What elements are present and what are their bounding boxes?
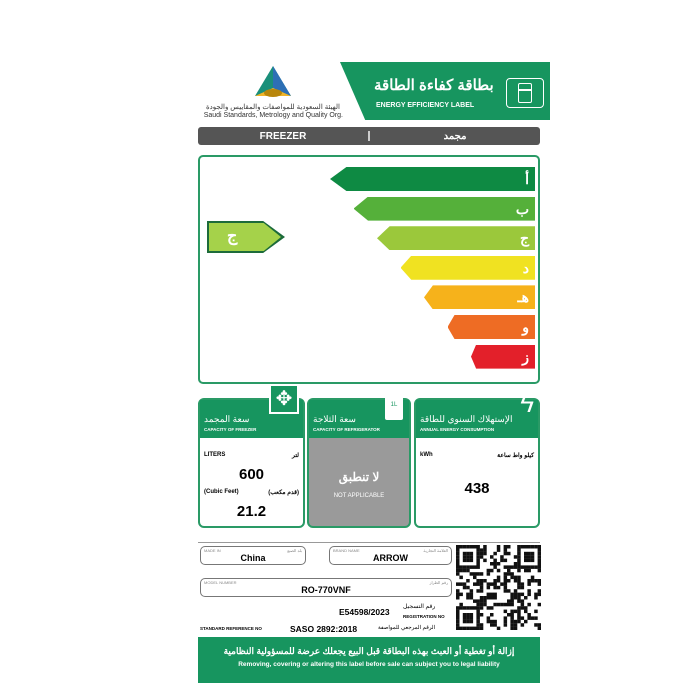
model-value: RO-770VNF [301,585,351,595]
expand-arrows-icon: ✥ [269,384,299,414]
warning-en: Removing, covering or altering this labe… [238,661,500,668]
milk-carton-icon: 1L [385,388,403,420]
freezer-liters: 600 [238,466,265,483]
liters-unit-ar: لتر [292,453,299,459]
rating-class-1: أ [330,167,535,191]
kwh-unit-en: kWh [420,452,433,458]
org-name-ar: الهيئة السعودية للمواصفات والمقاييس والج… [205,104,340,111]
made-in-field: MADE IN بلد الصنع China [200,546,306,565]
rating-class-4: د [400,255,535,280]
freezer-title-en: CAPACITY OF FREEZER [204,427,257,432]
refrigerator-title-ar: سعة الثلاجة [313,414,356,424]
kwh-unit-ar: كيلو واط ساعة [497,453,534,459]
refrigerator-capacity-box: سعة الثلاجة CAPACITY OF REFRIGERATOR 1L ل… [307,388,411,528]
energy-consumption-box: الإستهلاك السنوي للطاقة ANNUAL ENERGY CON… [414,388,540,528]
category-bar: FREEZER مجمد [198,127,540,145]
rating-class-6: و [447,315,535,339]
saso-logo [255,66,291,100]
cf-unit-ar: (قدم مكعب) [268,490,299,496]
rating-class-5: هـ [424,285,535,310]
current-rating-label: ج [209,223,281,251]
brand-field: BRAND NAME العلامة التجارية ARROW [329,546,452,565]
registration-number: E54598/2023 [339,607,390,617]
model-field: MODEL NUMBER رقم الطراز RO-770VNF [200,578,452,597]
made-in-value: China [240,553,266,563]
reg-label-en: REGISTRATION NO [403,614,445,619]
category-ar: مجمد [443,130,467,142]
freezer-cubic-feet: 21.2 [236,503,267,520]
reg-label-ar: رقم التسجيل [403,604,436,610]
rating-class-7: ز [471,344,535,369]
rating-scale [198,155,540,384]
title-ar: بطاقة كفاءة الطاقة [374,77,494,94]
rating-class-2: ب [353,196,535,221]
label-header: بطاقة كفاءة الطاقة ENERGY EFFICIENCY LAB… [340,62,550,120]
refrigerator-title-en: CAPACITY OF REFRIGERATOR [313,427,380,432]
org-name-en: Saudi Standards, Metrology and Quality O… [203,112,343,119]
standard-reference: SASO 2892:2018 [290,624,358,634]
liters-unit-en: LITERS [204,452,226,458]
annual-energy-value: 438 [464,480,490,497]
rating-class-3: ج [377,226,535,251]
std-label-en: STANDARD REFERENCE NO [200,626,262,631]
std-label-ar: الرقم المرجعي للمواصفة [378,625,436,631]
not-applicable-ar: لا تنطبق [338,470,380,484]
refrigerator-icon [506,78,544,108]
freezer-capacity-box: سعة المجمد CAPACITY OF FREEZER ✥ LITERS ل… [198,384,305,528]
brand-value: ARROW [373,553,408,563]
energy-title-ar: الإستهلاك السنوي للطاقة [420,414,513,424]
warning-ar: إزالة أو تغطية أو العبث بهذه البطاقة قبل… [223,646,515,656]
energy-title-en: ANNUAL ENERGY CONSUMPTION [420,427,495,432]
not-applicable-en: NOT APPLICABLE [333,493,385,499]
footer-warning: إزالة أو تغطية أو العبث بهذه البطاقة قبل… [198,637,540,683]
lightning-icon: ϟ [520,388,534,418]
title-en: ENERGY EFFICIENCY LABEL [376,102,475,109]
current-rating-indicator: ج [207,221,285,253]
qr-code[interactable] [456,545,541,630]
freezer-title-ar: سعة المجمد [204,414,250,424]
category-en: FREEZER [259,130,307,142]
cf-unit-en: (Cubic Feet) [204,489,239,495]
